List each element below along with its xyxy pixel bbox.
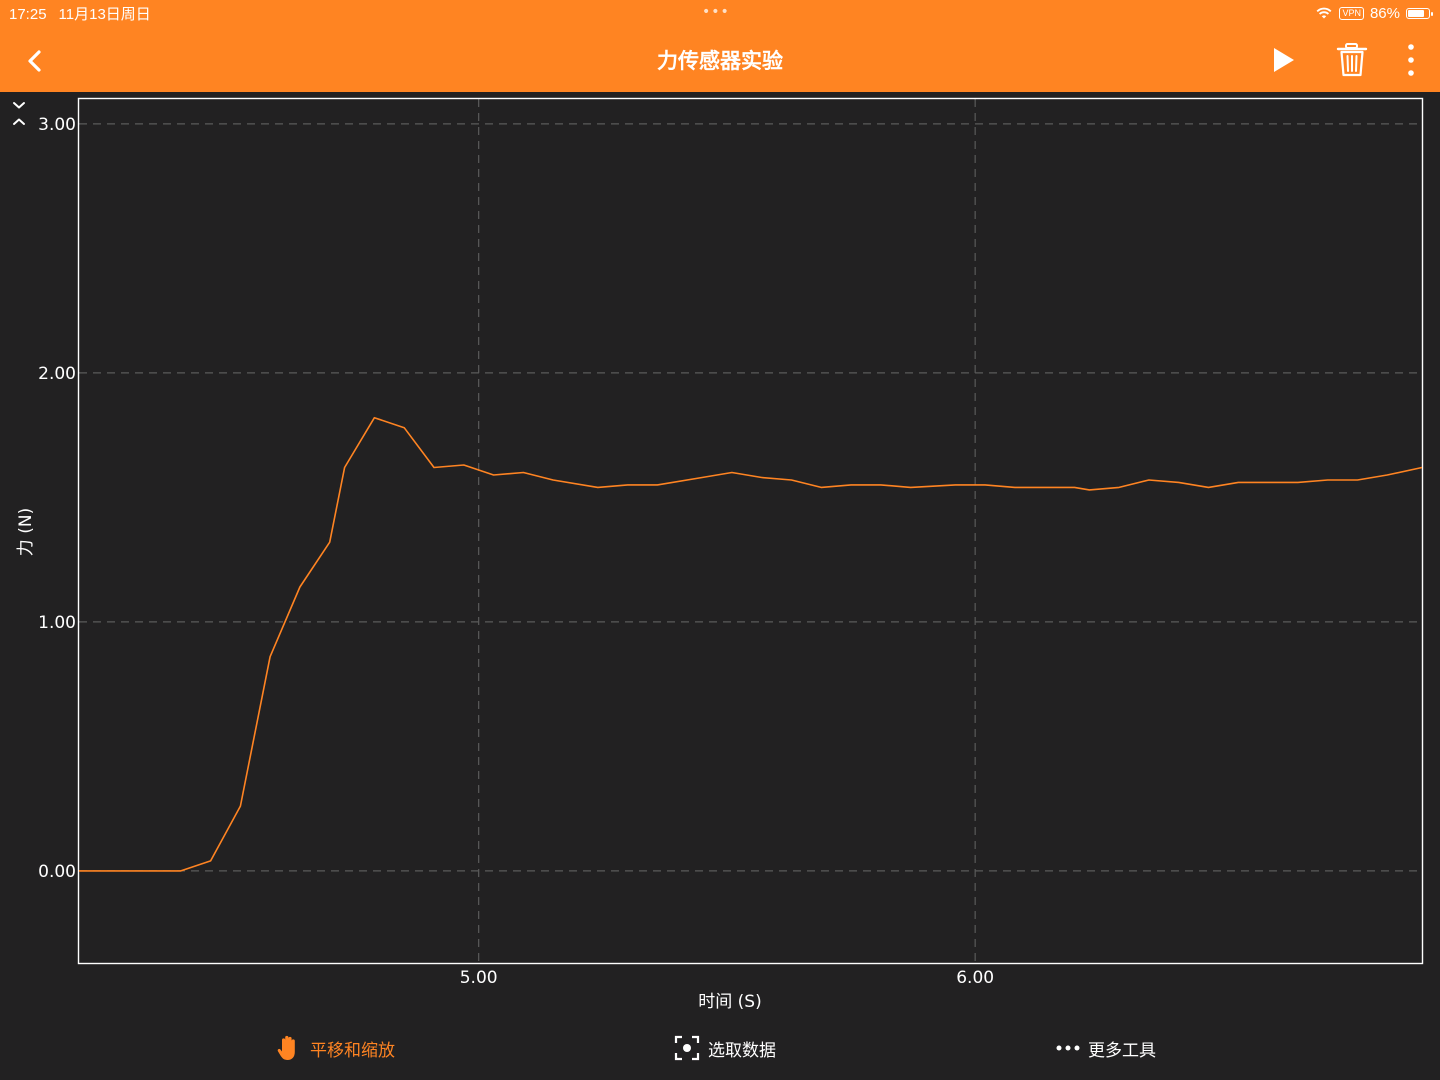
y-tick-label: 3.00 [38,115,76,135]
more-vertical-icon [1408,44,1414,76]
more-tools-button[interactable]: 更多工具 [1056,1034,1156,1062]
y-tick-label: 1.00 [38,613,76,633]
x-axis-label: 时间 (S) [698,992,761,1012]
battery-icon [1406,7,1433,19]
chart-svg[interactable]: 0.00 1.00 2.00 3.00 5.00 6.00 时间 (S) 力 (N) [0,92,1440,1020]
hand-icon [277,1035,295,1060]
expand-axis-button[interactable] [13,118,25,125]
play-icon [1274,48,1294,72]
back-button[interactable] [22,45,50,77]
back-chevron-icon [28,50,41,72]
pan-zoom-label: 平移和缩放 [310,1040,395,1061]
y-tick-label: 2.00 [38,364,76,384]
status-date: 11月13日周日 [58,6,151,23]
plot-frame [77,97,1424,965]
select-region-icon [674,1035,700,1061]
collapse-axis-button[interactable] [13,102,25,109]
bottom-toolbar: 平移和缩放 选取数据 更多工具 [0,1020,1440,1080]
more-tools-label: 更多工具 [1088,1040,1156,1061]
data-series [79,416,1423,872]
grid-lines [79,99,1422,963]
vpn-badge: VPN [1339,6,1364,20]
select-data-tool[interactable]: 选取数据 [674,1034,776,1062]
status-bar-time: 17:25 11月13日周日 [9,3,151,24]
more-dots-icon [1056,1045,1080,1051]
play-button[interactable] [1266,42,1302,78]
delete-button[interactable] [1334,42,1370,78]
trash-icon [1336,43,1368,77]
status-bar-right: VPN 86% [1315,2,1433,24]
more-options-button[interactable] [1394,42,1430,78]
collapse-chevron-icon [13,102,25,109]
wifi-icon [1317,7,1332,19]
multitasking-dots-icon[interactable]: ••• [702,4,730,20]
y-tick-labels: 0.00 1.00 2.00 3.00 [38,115,76,882]
x-tick-labels: 5.00 6.00 [460,968,994,988]
app-header: 17:25 11月13日周日 ••• VPN 86% 力传感器实验 [0,0,1440,92]
force-series-line [79,416,1423,872]
force-chart[interactable]: 0.00 1.00 2.00 3.00 5.00 6.00 时间 (S) 力 (N) [0,92,1440,1020]
y-axis-label: 力 (N) [16,508,36,556]
pan-zoom-tool[interactable]: 平移和缩放 [276,1034,395,1062]
battery-level [1408,9,1424,17]
y-tick-label: 0.00 [38,862,76,882]
x-tick-label: 5.00 [460,968,498,988]
battery-percent: 86% [1369,4,1400,22]
page-title: 力传感器实验 [657,49,783,73]
expand-chevron-icon [13,118,25,125]
status-time: 17:25 [9,6,47,23]
x-tick-label: 6.00 [956,968,994,988]
select-data-label: 选取数据 [708,1040,776,1061]
